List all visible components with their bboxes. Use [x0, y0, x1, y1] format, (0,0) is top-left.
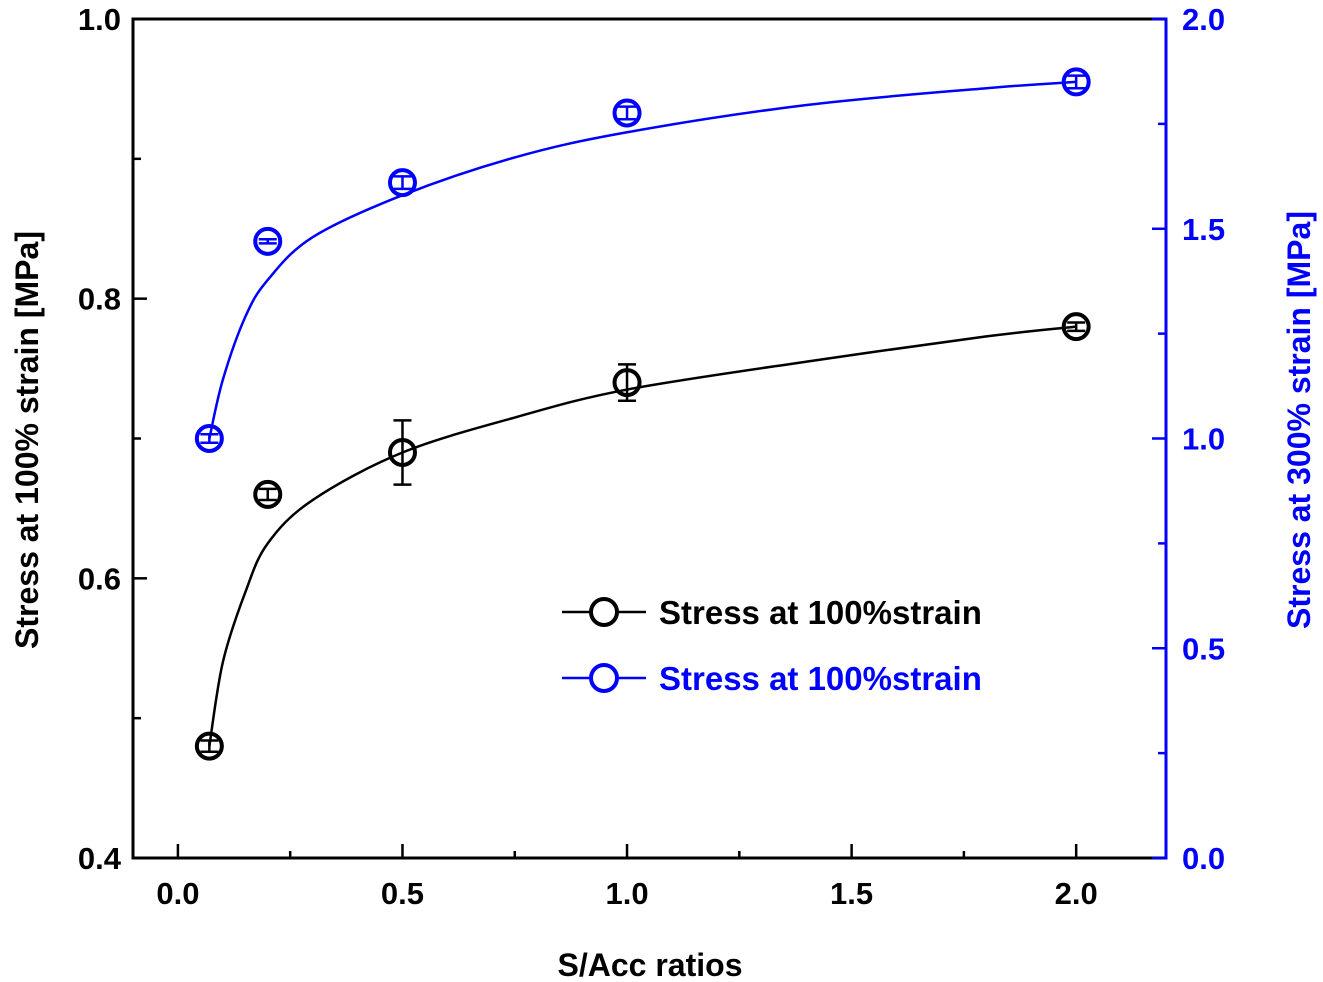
x-axis: 0.0 0.5 1.0 1.5 2.0: [156, 844, 1098, 911]
fit-curve: [208, 80, 1077, 439]
y-left-tick-label: 0.4: [78, 841, 122, 876]
y-left-tick-label: 0.6: [78, 561, 121, 596]
x-tick-label: 0.5: [381, 876, 424, 911]
legend-label: Stress at 100%strain: [659, 594, 982, 631]
fit-curve: [208, 325, 1077, 747]
y-right-tick-label: 1.0: [1182, 422, 1225, 457]
data-point: [612, 98, 642, 128]
y-right-tick-label: 0.0: [1182, 841, 1225, 876]
legend-item: Stress at 100%strain: [562, 594, 982, 631]
legend-label: Stress at 100%strain: [659, 660, 982, 697]
data-point: [194, 731, 224, 761]
data-point: [387, 168, 417, 198]
y-right-tick-label: 0.5: [1182, 631, 1225, 666]
y-left-tick-label: 0.8: [78, 282, 121, 317]
legend: Stress at 100%strain Stress at 100%strain: [562, 594, 982, 697]
y-right-tick-label: 1.5: [1182, 212, 1225, 247]
y-left-tick-label: 1.0: [78, 2, 121, 37]
x-axis-title: S/Acc ratios: [558, 947, 743, 982]
legend-marker-circle: [589, 663, 619, 693]
data-point: [194, 424, 224, 453]
legend-item: Stress at 100%strain: [562, 660, 982, 697]
series-layer: [194, 67, 1091, 761]
data-point: [1061, 312, 1091, 342]
data-point: [612, 368, 642, 398]
x-tick-label: 1.0: [605, 876, 648, 911]
y-right-axis: 0.0 0.5 1.0 1.5 2.0: [1152, 2, 1225, 876]
y-right-axis-title: Stress at 300% strain [MPa]: [1281, 211, 1317, 629]
series-stress-300-right: [194, 67, 1091, 453]
data-point: [253, 479, 283, 509]
y-right-tick-label: 2.0: [1182, 2, 1225, 37]
data-point: [253, 226, 283, 256]
series-stress-100-left: [194, 312, 1091, 761]
data-point: [1061, 67, 1091, 97]
y-left-axis: 0.4 0.6 0.8 1.0: [78, 2, 147, 876]
plot-frame: [131, 17, 1168, 860]
x-tick-label: 1.5: [830, 876, 873, 911]
x-tick-label: 2.0: [1055, 876, 1098, 911]
legend-marker-circle: [589, 597, 619, 627]
y-left-axis-title: Stress at 100% strain [MPa]: [9, 231, 45, 649]
x-tick-label: 0.0: [156, 876, 199, 911]
data-point: [387, 437, 417, 467]
